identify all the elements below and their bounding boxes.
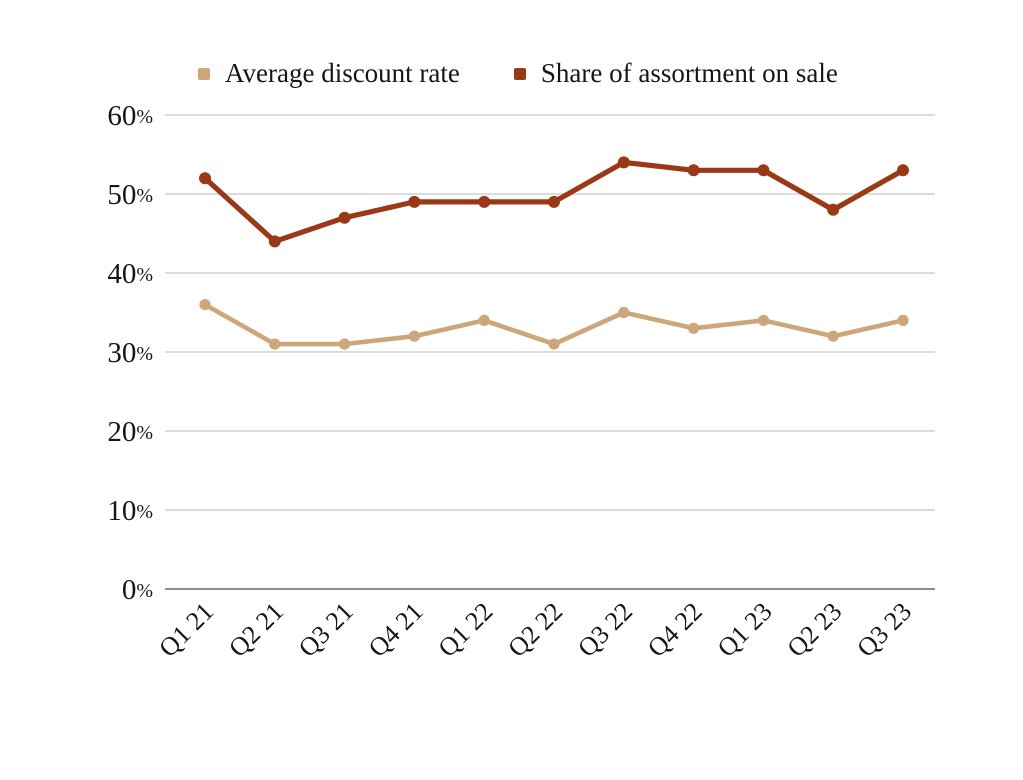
x-tick-label-q4-22: Q4 22 bbox=[642, 597, 708, 663]
gridlines bbox=[165, 114, 935, 590]
y-tick-label-0: 0% bbox=[122, 574, 153, 606]
x-tick-label-q2-21: Q2 21 bbox=[223, 597, 289, 663]
data-point-share-of-assortment-on-sale-q3-22 bbox=[617, 156, 630, 169]
data-point-average-discount-rate-q3-22 bbox=[618, 306, 630, 319]
y-tick-label-50: 50% bbox=[107, 179, 153, 211]
x-tick-label-q1-22: Q1 22 bbox=[432, 597, 498, 663]
y-tick-label-40: 40% bbox=[107, 258, 153, 290]
data-point-average-discount-rate-q1-23 bbox=[757, 314, 770, 326]
data-point-average-discount-rate-q3-21 bbox=[339, 338, 351, 350]
y-tick-label-30: 30% bbox=[107, 337, 153, 369]
y-tick-label-20: 20% bbox=[107, 416, 153, 448]
data-point-average-discount-rate-q1-22 bbox=[478, 314, 490, 326]
data-point-share-of-assortment-on-sale-q1-22 bbox=[478, 195, 491, 208]
data-point-share-of-assortment-on-sale-q4-22 bbox=[687, 164, 700, 177]
chart-legend: Average discount rate Share of assortmen… bbox=[198, 60, 838, 87]
legend-swatch-average-discount-rate bbox=[198, 67, 210, 80]
data-point-average-discount-rate-q2-23 bbox=[827, 330, 839, 342]
data-point-share-of-assortment-on-sale-q2-23 bbox=[827, 203, 840, 216]
x-tick-label-q4-21: Q4 21 bbox=[363, 597, 429, 663]
data-point-average-discount-rate-q3-23 bbox=[897, 314, 909, 326]
data-point-share-of-assortment-on-sale-q3-23 bbox=[897, 164, 909, 177]
data-point-share-of-assortment-on-sale-q3-21 bbox=[338, 211, 351, 224]
legend-swatch-share-of-assortment-on-sale bbox=[513, 67, 526, 80]
x-tick-label-q3-22: Q3 22 bbox=[572, 597, 638, 663]
y-axis-labels: 0% 10% 20% 30% 40% 50% 60% bbox=[107, 100, 153, 606]
data-point-share-of-assortment-on-sale-q1-23 bbox=[757, 164, 770, 177]
x-axis-labels: Q1 21 Q2 21 Q3 21 Q4 21 Q1 22 Q2 22 Q3 22 Q4 22… bbox=[153, 597, 917, 663]
series-line-average-discount-rate bbox=[202, 302, 906, 347]
data-point-share-of-assortment-on-sale-q2-22 bbox=[548, 195, 560, 208]
data-point-share-of-assortment-on-sale-q2-21 bbox=[268, 235, 281, 248]
y-tick-label-60: 60% bbox=[107, 100, 153, 132]
legend-item-average-discount-rate: Average discount rate bbox=[198, 60, 460, 87]
series-average-discount-rate bbox=[199, 299, 909, 350]
data-point-average-discount-rate-q4-21 bbox=[408, 330, 420, 342]
data-point-average-discount-rate-q1-21 bbox=[199, 299, 211, 311]
x-tick-label-q1-21: Q1 21 bbox=[153, 597, 219, 663]
data-point-share-of-assortment-on-sale-q1-21 bbox=[199, 172, 211, 185]
legend-label-share-of-assortment-on-sale: Share of assortment on sale bbox=[540, 58, 838, 88]
x-tick-label-q3-21: Q3 21 bbox=[293, 597, 359, 663]
x-tick-label-q3-23: Q3 23 bbox=[851, 597, 917, 663]
x-tick-label-q1-23: Q1 23 bbox=[712, 597, 778, 663]
y-tick-label-10: 10% bbox=[107, 495, 153, 527]
data-point-average-discount-rate-q2-21 bbox=[269, 338, 281, 350]
data-point-share-of-assortment-on-sale-q4-21 bbox=[408, 195, 421, 208]
x-tick-label-q2-22: Q2 22 bbox=[502, 597, 568, 663]
x-tick-label-q2-23: Q2 23 bbox=[781, 597, 847, 663]
data-point-average-discount-rate-q4-22 bbox=[688, 322, 700, 334]
series-share-of-assortment-on-sale bbox=[199, 156, 909, 248]
data-point-average-discount-rate-q2-22 bbox=[548, 338, 560, 350]
legend-label-average-discount-rate: Average discount rate bbox=[225, 58, 460, 88]
legend-item-share-of-assortment-on-sale: Share of assortment on sale bbox=[513, 58, 838, 88]
